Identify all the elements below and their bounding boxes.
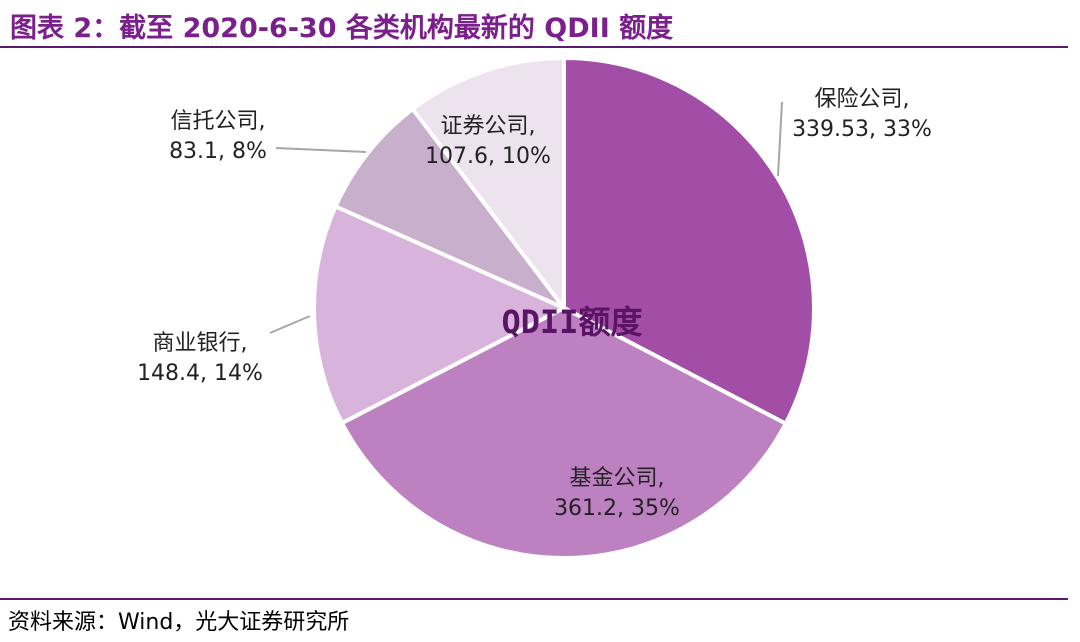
slice-name-label: 证券公司,: [441, 114, 536, 139]
slice-name-label: 保险公司,: [815, 87, 910, 112]
slice-value-label: 148.4, 14%: [137, 361, 263, 386]
top-rule: [0, 46, 1068, 48]
slice-value-label: 361.2, 35%: [554, 496, 680, 521]
pie-chart: 保险公司, 339.53, 33% 基金公司, 361.2, 35% 商业银行, 148.…: [137, 55, 932, 560]
slice-value-label: 339.53, 33%: [792, 117, 932, 142]
source-note: 资料来源：Wind，光大证券研究所: [8, 610, 350, 635]
slice-labels: 保险公司, 339.53, 33% 基金公司, 361.2, 35% 商业银行, 148.…: [137, 87, 932, 521]
slice-value-label: 107.6, 10%: [425, 144, 551, 169]
pie-slice-2: [339, 305, 789, 560]
pie-slice-1: [562, 55, 816, 427]
leader-line-4: [275, 147, 367, 153]
slice-value-label: 83.1, 8%: [169, 139, 267, 164]
pie-slice-4: [332, 106, 566, 310]
bottom-rule: [0, 598, 1068, 600]
leader-line-1: [777, 101, 783, 177]
slice-name-label: 基金公司,: [570, 466, 665, 491]
pie-slices: [312, 55, 816, 560]
pie-slice-5: [409, 55, 566, 314]
leader-lines: [269, 101, 783, 334]
pie-center-label: QDII额度: [501, 303, 642, 341]
slice-name-label: 信托公司,: [171, 109, 266, 134]
pie-slice-3: [312, 203, 569, 426]
figure-title: 图表 2：截至 2020-6-30 各类机构最新的 QDII 额度: [10, 13, 674, 44]
slice-name-label: 商业银行,: [153, 331, 248, 356]
leader-line-3: [269, 315, 311, 334]
